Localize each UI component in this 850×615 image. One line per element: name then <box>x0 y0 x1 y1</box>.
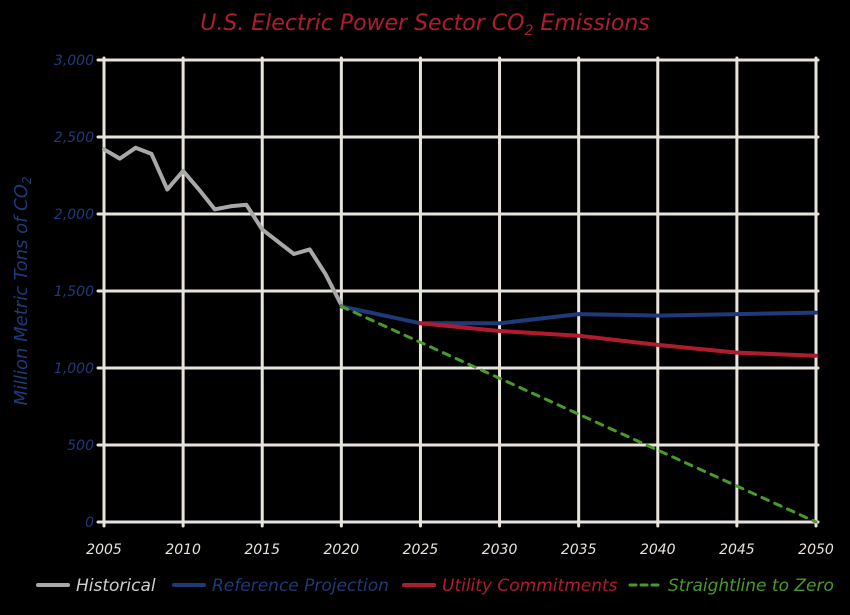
y-tick-label: 1,500 <box>54 284 94 300</box>
x-tick-label: 2025 <box>403 542 439 558</box>
x-axis-ticks: 2005 2010 2015 2020 2025 2030 2035 2040 2045 2050 <box>86 542 834 558</box>
y-tick-label: 3,000 <box>54 53 94 69</box>
x-tick-label: 2045 <box>719 542 755 558</box>
series-line-straightline-to-zero <box>339 304 818 524</box>
y-tick-label: 2,500 <box>54 130 94 146</box>
y-axis-label: Million Metric Tons of CO2 <box>11 176 34 405</box>
x-tick-label: 2015 <box>244 542 280 558</box>
x-tick-label: 2035 <box>561 542 597 558</box>
legend-label: Reference Projection <box>212 576 389 596</box>
x-tick-label: 2020 <box>324 542 360 558</box>
y-tick-label: 1,000 <box>54 361 94 377</box>
y-tick-label: 500 <box>67 438 94 454</box>
legend: Historical Reference Projection Utility Co… <box>36 576 834 596</box>
x-tick-label: 2050 <box>798 542 834 558</box>
x-tick-label: 2005 <box>86 542 122 558</box>
grid <box>96 56 820 528</box>
legend-label: Historical <box>76 576 156 596</box>
x-tick-label: 2040 <box>640 542 676 558</box>
chart-title-tail: Emissions <box>533 11 649 36</box>
legend-label: Utility Commitments <box>442 576 618 596</box>
chart-title-main: U.S. Electric Power Sector CO <box>200 11 524 36</box>
legend-label: Straightline to Zero <box>668 576 834 596</box>
chart-title: U.S. Electric Power Sector CO2 Emissions <box>200 11 650 39</box>
series-line-utility-commitments <box>418 321 818 358</box>
y-axis-label-subscript: 2 <box>20 176 34 184</box>
series-layer <box>102 145 818 524</box>
chart-title-subscript: 2 <box>525 23 534 39</box>
series-line-historical <box>102 145 344 307</box>
x-tick-label: 2030 <box>482 542 518 558</box>
y-axis-label-main: Million Metric Tons of CO <box>11 184 32 405</box>
y-tick-label: 2,000 <box>54 207 94 223</box>
y-tick-label: 0 <box>85 515 94 531</box>
x-tick-label: 2010 <box>165 542 201 558</box>
y-axis-ticks: 0 500 1,000 1,500 2,000 2,500 3,000 <box>54 53 94 531</box>
